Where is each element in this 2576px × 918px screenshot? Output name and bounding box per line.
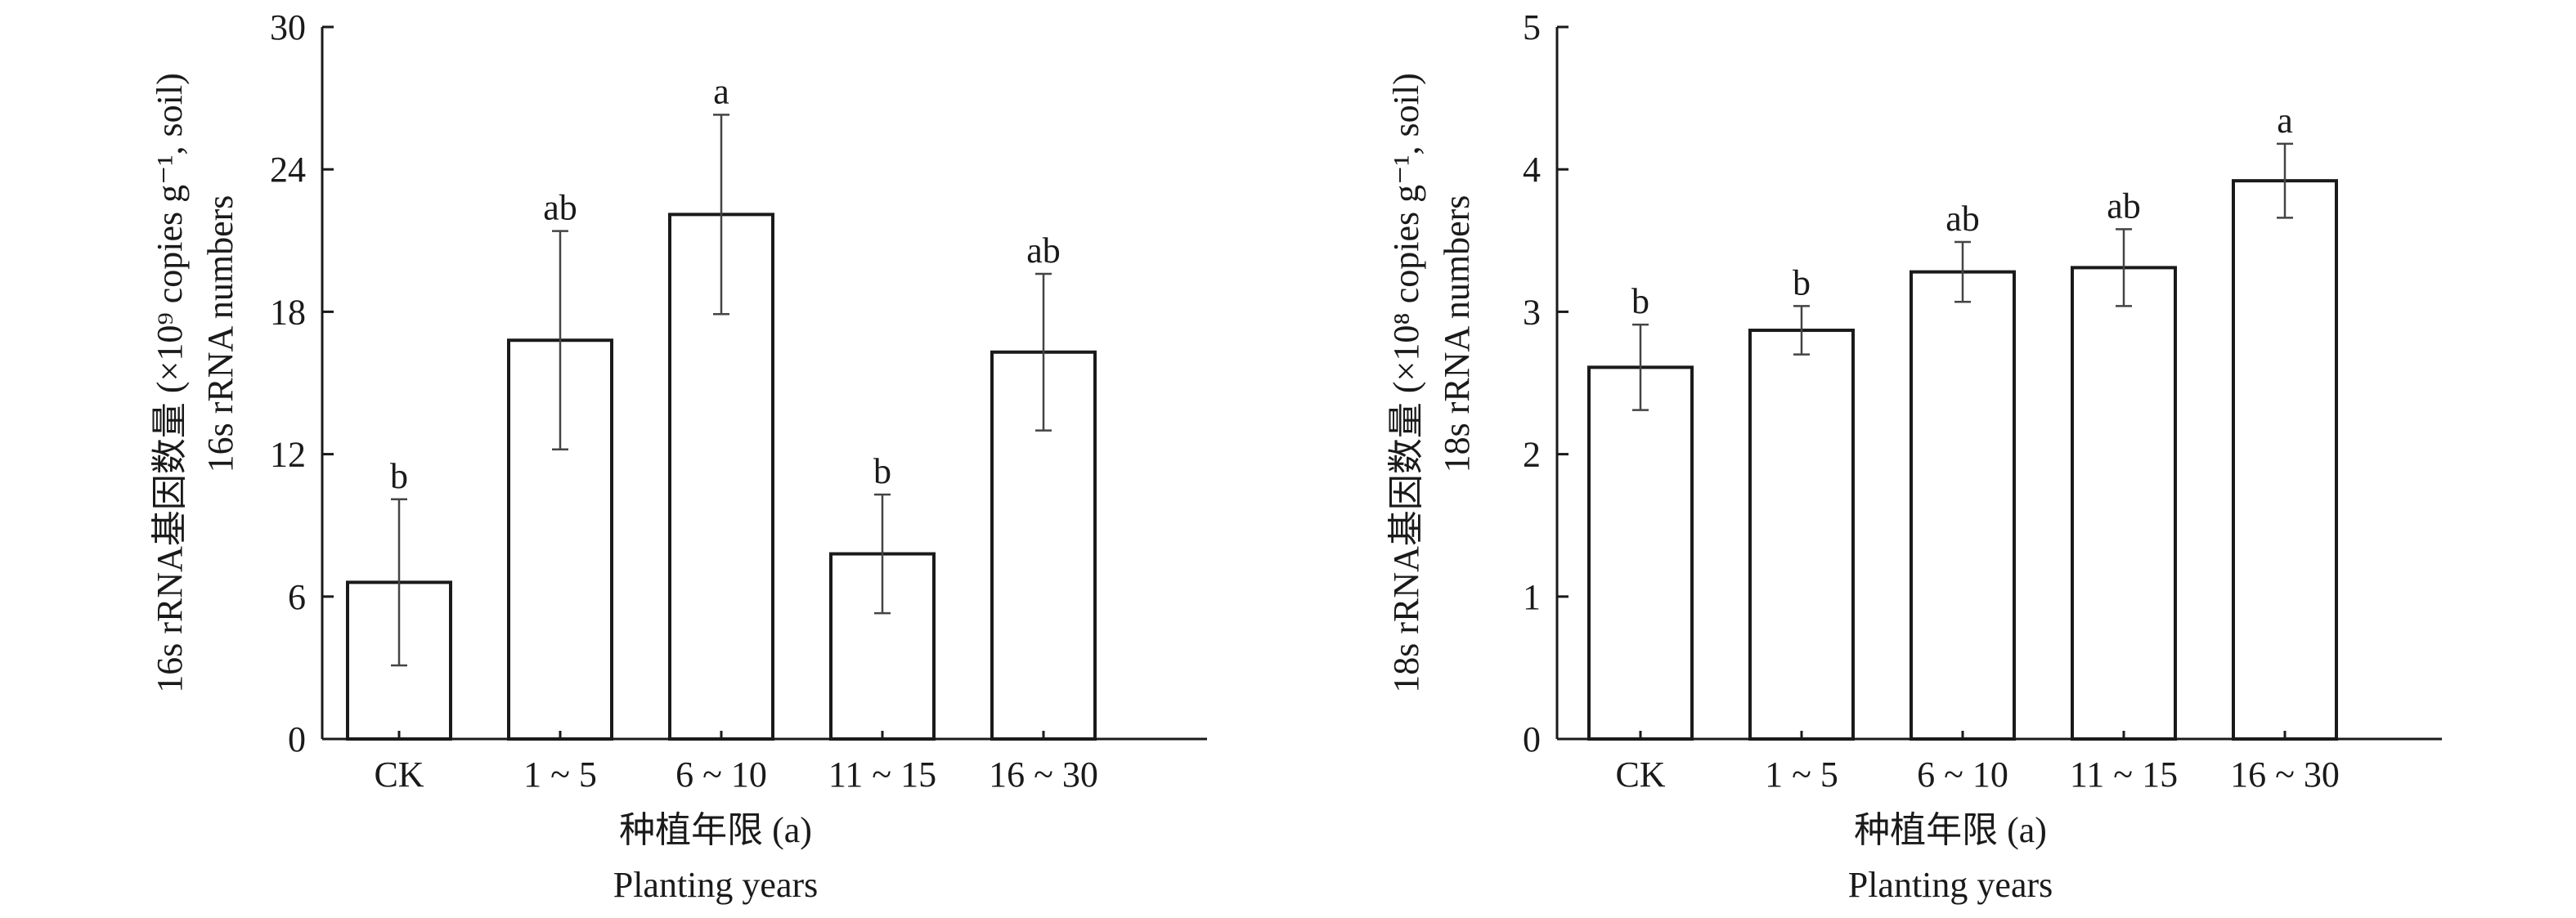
significance-label: b bbox=[1793, 262, 1811, 302]
y-tick-label: 18 bbox=[270, 292, 306, 332]
y-tick-label: 0 bbox=[288, 719, 306, 759]
significance-label: a bbox=[2277, 101, 2293, 141]
x-tick-label: 6 ~ 10 bbox=[675, 755, 767, 795]
bar bbox=[2071, 266, 2177, 741]
bar bbox=[2232, 179, 2338, 741]
x-axis-title-en: Planting years bbox=[1848, 865, 2053, 905]
x-tick-label: 16 ~ 30 bbox=[989, 755, 1098, 795]
y-axis-title-en: 18s rRNA numbers bbox=[1437, 195, 1477, 473]
x-tick-label: 1 ~ 5 bbox=[1765, 755, 1838, 795]
x-tick-label: CK bbox=[374, 755, 424, 795]
y-tick-label: 2 bbox=[1523, 435, 1541, 475]
significance-label: b bbox=[390, 456, 408, 496]
significance-label: ab bbox=[1945, 199, 1980, 239]
x-tick-label: 1 ~ 5 bbox=[523, 755, 597, 795]
y-tick-label: 6 bbox=[288, 577, 306, 617]
bar bbox=[829, 552, 936, 741]
significance-label: ab bbox=[1026, 231, 1061, 271]
y-tick-label: 0 bbox=[1523, 719, 1541, 759]
y-tick-label: 1 bbox=[1523, 577, 1541, 617]
x-axis-title-cn: 种植年限 (a) bbox=[619, 810, 812, 850]
y-tick-label: 12 bbox=[270, 435, 306, 475]
significance-label: b bbox=[1631, 281, 1649, 321]
y-tick-label: 30 bbox=[270, 7, 306, 47]
x-axis-title-cn: 种植年限 (a) bbox=[1854, 810, 2047, 850]
y-tick-label: 3 bbox=[1523, 292, 1541, 332]
significance-label: ab bbox=[2107, 186, 2141, 226]
y-axis-title-cn: 18s rRNA基因数量 (×10⁸ copies g⁻¹, soil) bbox=[1386, 73, 1426, 693]
chart-18s: 0 1 2 3 4 5 b CK b 1 ~ 5 ab 6 ~ 10 ab 11 ~ 15 a 16 ~ 30… bbox=[1386, 7, 2442, 905]
chart-16s: 0 6 12 18 24 30 b CK ab 1 ~ 5 a 6 ~ 10 b 11 ~ 15 ab 16 … bbox=[150, 7, 1207, 905]
bar bbox=[1748, 329, 1855, 741]
x-tick-label: CK bbox=[1615, 755, 1665, 795]
x-tick-label: 6 ~ 10 bbox=[1917, 755, 2008, 795]
y-axis-title-cn: 16s rRNA基因数量 (×10⁹ copies g⁻¹, soil) bbox=[150, 73, 190, 693]
x-tick-label: 11 ~ 15 bbox=[2070, 755, 2178, 795]
y-tick-label: 24 bbox=[270, 150, 306, 190]
significance-label: b bbox=[873, 451, 891, 491]
significance-label: a bbox=[713, 71, 729, 111]
y-axis-title-en: 16s rRNA numbers bbox=[200, 195, 240, 473]
bar bbox=[1910, 270, 2016, 741]
bar bbox=[1587, 365, 1694, 741]
significance-label: ab bbox=[543, 188, 577, 228]
y-tick-label: 4 bbox=[1523, 150, 1541, 190]
x-axis-title-en: Planting years bbox=[613, 865, 819, 905]
x-tick-label: 16 ~ 30 bbox=[2230, 755, 2340, 795]
y-tick-label: 5 bbox=[1523, 7, 1541, 47]
x-tick-label: 11 ~ 15 bbox=[828, 755, 936, 795]
